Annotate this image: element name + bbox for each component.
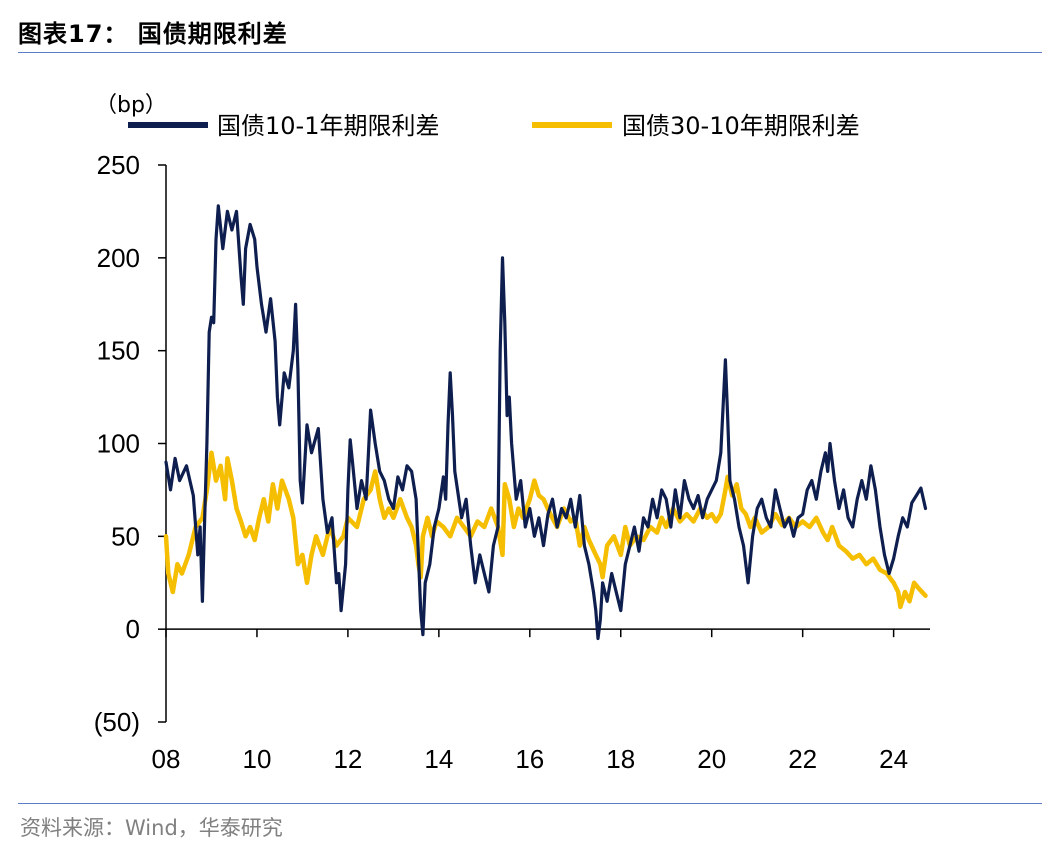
y-tick-label: 200 [97, 243, 140, 273]
line-chart: （bp） 国债10-1年期限利差 国债30-10年期限利差 2502001501… [94, 93, 930, 774]
y-tick-label: 0 [126, 614, 140, 644]
y-tick-label: 250 [97, 150, 140, 180]
x-tick-label: 08 [152, 744, 181, 774]
x-tick-label: 16 [515, 744, 544, 774]
axes: 250 200 150 100 50 0 (50) 08 10 12 14 16 18 20 22 24 [94, 150, 930, 774]
legend-label-series-1: 国债10-1年期限利差 [217, 112, 439, 140]
y-tick-label: (50) [94, 707, 140, 737]
x-tick-label: 18 [606, 744, 635, 774]
y-tick-label: 150 [97, 336, 140, 366]
x-tick-label: 12 [333, 744, 362, 774]
footer-rule [18, 803, 1042, 804]
x-tick-label: 24 [879, 744, 908, 774]
x-tick-label: 14 [424, 744, 453, 774]
x-tick-label: 22 [788, 744, 817, 774]
series-line-1 [164, 204, 928, 641]
unit-label: （bp） [95, 93, 167, 118]
y-tick-label: 50 [111, 521, 140, 551]
source-note: 资料来源：Wind，华泰研究 [20, 816, 283, 840]
y-tick-label: 100 [97, 429, 140, 459]
legend-label-series-2: 国债30-10年期限利差 [622, 112, 860, 140]
legend: 国债10-1年期限利差 国债30-10年期限利差 [128, 112, 860, 140]
figure-title: 图表17： 国债期限利差 [18, 20, 288, 48]
title-rule [18, 52, 1042, 53]
x-tick-label: 20 [697, 744, 726, 774]
series-layer [163, 204, 928, 641]
x-tick-label: 10 [242, 744, 271, 774]
